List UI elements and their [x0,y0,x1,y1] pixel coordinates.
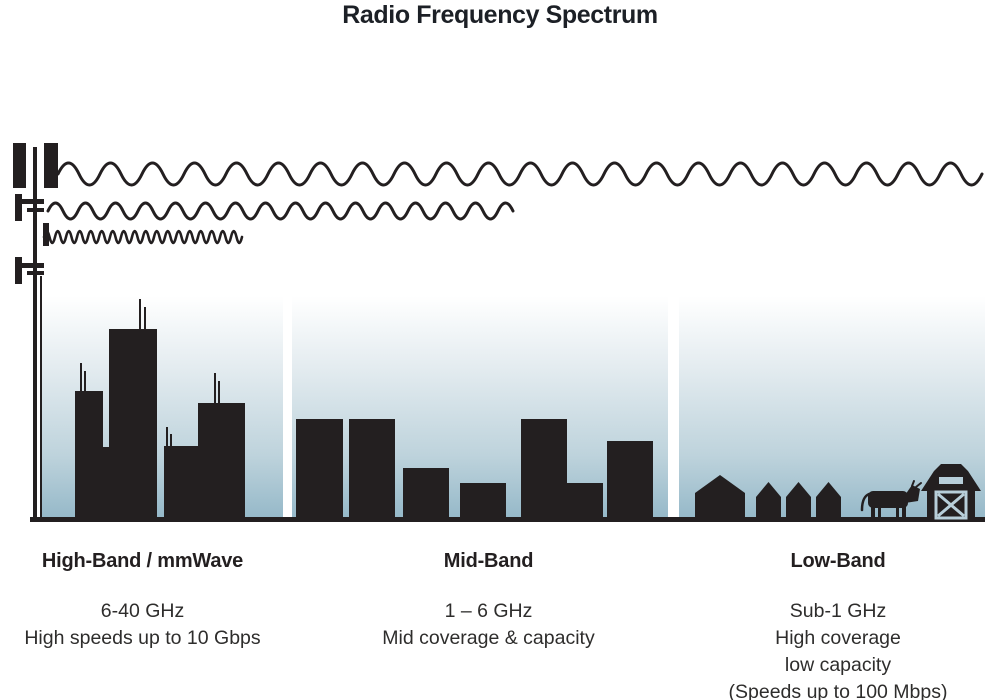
band-label-low-band: Low-Band [790,550,886,572]
band-freq-low: Sub-1 GHz [789,600,887,622]
band-label-mid-band: Mid-Band [443,550,534,572]
page-title: Radio Frequency Spectrum [342,1,658,29]
city-skyline-icon [75,299,245,520]
houses-icon [695,475,841,520]
band-desc-low-1: High coverage [775,627,901,649]
band-desc-low-2: low capacity [784,654,892,676]
band-freq-mid: 1 – 6 GHz [444,600,533,622]
band-desc-high: High speeds up to 10 Gbps [24,627,261,649]
band-label-high-band: High-Band / mmWave [41,550,244,572]
band-caption-mid: Mid-Band 1 – 6 GHz Mid coverage & capaci… [340,550,637,652]
band-desc-low-3: (Speeds up to 100 Mbps) [728,681,948,700]
band-freq-high: 6-40 GHz [100,600,185,622]
ground-line [30,517,985,522]
cell-tower-icon [13,143,58,520]
town-buildings-icon [296,419,653,520]
mid-band-wave-icon [46,201,515,221]
high-band-wave-icon [42,229,244,245]
cow-icon [860,480,922,519]
barn-icon [921,464,981,520]
low-band-wave-icon [56,161,984,187]
band-desc-mid: Mid coverage & capacity [382,627,595,649]
band-caption-low: Low-Band Sub-1 GHz High coverage low cap… [689,550,987,700]
band-caption-high: High-Band / mmWave 6-40 GHz High speeds … [15,550,270,652]
